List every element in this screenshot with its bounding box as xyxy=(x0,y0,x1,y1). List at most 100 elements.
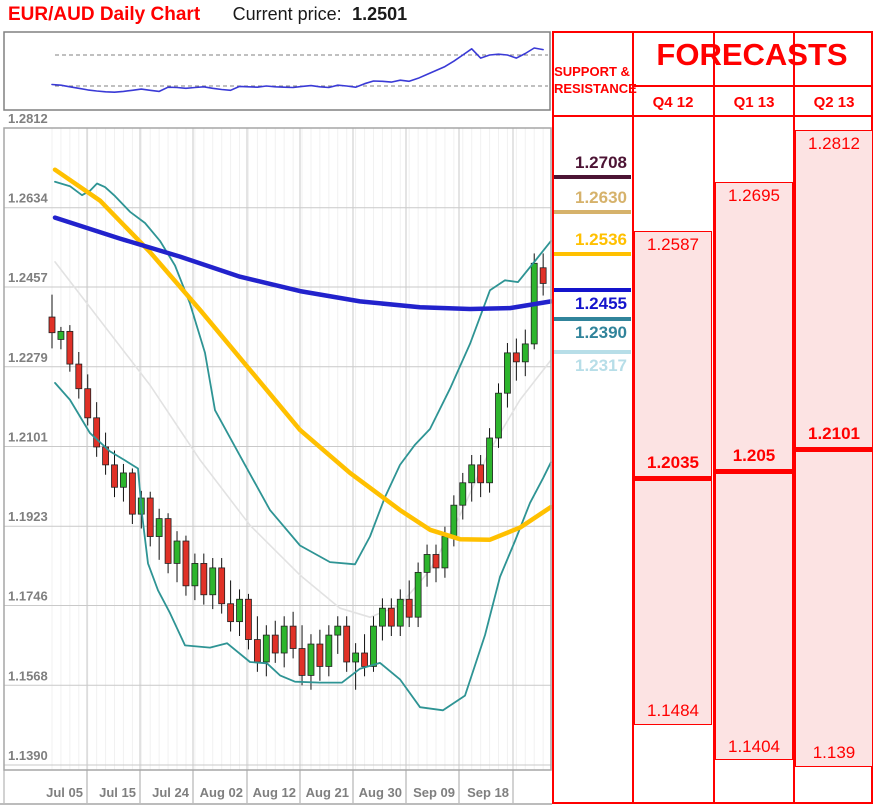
forecast-quarter-label: Q1 13 xyxy=(733,94,775,111)
x-axis-label: Aug 21 xyxy=(306,785,349,800)
ma-blue xyxy=(52,215,554,312)
y-axis-label: 1.1568 xyxy=(8,668,48,683)
candle-bearish xyxy=(75,363,83,390)
panel-divider xyxy=(554,115,873,117)
forecast-low-value: 1.139 xyxy=(812,743,856,762)
resistance-level-line xyxy=(554,175,631,179)
candle-bullish xyxy=(468,464,476,484)
ma-yellow xyxy=(52,167,554,542)
candle-bearish xyxy=(539,267,547,284)
candle-bullish xyxy=(307,643,315,676)
candle-bearish xyxy=(316,643,324,667)
forecast-table: SUPPORT & RESISTANCE FORECASTS Q4 12 Q1 1… xyxy=(552,31,873,804)
candle-bullish xyxy=(495,392,502,439)
panel-divider xyxy=(632,33,634,802)
resistance-level-value: 1.2536 xyxy=(575,230,627,249)
resistance-level-value: 1.2708 xyxy=(575,153,627,172)
x-axis-label: Aug 12 xyxy=(253,785,296,800)
x-axis-label: Jul 15 xyxy=(99,785,136,800)
candle-bearish xyxy=(298,648,306,676)
forecast-central-value: 1.2101 xyxy=(808,424,860,443)
y-axis-label: 1.1746 xyxy=(8,589,48,604)
forecast-high-value: 1.2587 xyxy=(647,235,699,254)
forecasts-title: FORECASTS xyxy=(656,37,848,72)
candle-bearish xyxy=(253,639,261,663)
forecast-central-line xyxy=(634,476,712,481)
resistance-level-value: 1.2630 xyxy=(575,188,627,207)
x-axis-label: Jul 24 xyxy=(152,785,190,800)
forecast-low-value: 1.1484 xyxy=(647,701,699,720)
candle-bearish xyxy=(477,464,485,484)
candle-bullish xyxy=(57,330,65,340)
resistance-level-line xyxy=(554,210,631,214)
forecast-quarter-label: Q2 13 xyxy=(813,94,855,111)
candle-bullish xyxy=(450,504,458,537)
candle-bearish xyxy=(227,603,235,623)
y-axis-label: 1.2457 xyxy=(8,270,48,285)
y-axis-label: 1.2812 xyxy=(8,111,48,126)
forecast-low-value: 1.1404 xyxy=(728,737,780,756)
x-axis-label: Sep 18 xyxy=(467,785,509,800)
candle-bullish xyxy=(521,343,529,363)
panel-divider xyxy=(793,33,795,802)
forecast-central-line xyxy=(715,469,793,474)
panel-divider xyxy=(713,33,715,802)
y-axis-label: 1.2279 xyxy=(8,350,48,365)
candle-bearish xyxy=(512,352,520,363)
header: EUR/AUD Daily Chart Current price: 1.250… xyxy=(8,4,407,30)
candle-bearish xyxy=(245,598,252,640)
candle-bullish xyxy=(414,571,422,618)
forecast-central-value: 1.205 xyxy=(732,446,776,465)
candle-bearish xyxy=(200,563,208,596)
forecast-quarter-label: Q4 12 xyxy=(652,94,694,111)
candle-bullish xyxy=(396,598,404,627)
candle-bearish xyxy=(271,634,279,654)
candle-bearish xyxy=(66,330,74,365)
ma-gray xyxy=(54,261,552,619)
candle-bullish xyxy=(236,598,243,623)
bollinger-upper xyxy=(54,180,552,566)
y-axis-label: 1.1390 xyxy=(8,748,48,763)
candle-bullish xyxy=(504,352,511,394)
forecast-central-line xyxy=(795,447,873,452)
candle-bearish xyxy=(164,518,172,564)
candle-bullish xyxy=(325,634,333,667)
candle-bullish xyxy=(441,536,449,569)
candle-bullish xyxy=(486,437,493,484)
candle-bearish xyxy=(405,598,413,618)
candle-bearish xyxy=(387,607,395,627)
candle-bullish xyxy=(370,625,377,667)
forecast-high-value: 1.2812 xyxy=(808,134,860,153)
candle-bullish xyxy=(352,652,360,663)
candle-bearish xyxy=(343,625,351,663)
x-axis-label: Sep 09 xyxy=(413,785,455,800)
candle-bearish xyxy=(93,417,101,448)
candle-bearish xyxy=(128,472,136,515)
candle-bullish xyxy=(280,625,288,654)
forecast-central-value: 1.2035 xyxy=(647,453,699,472)
candle-bearish xyxy=(111,464,118,488)
support-resistance-header: SUPPORT & RESISTANCE xyxy=(554,64,637,96)
support-level-line xyxy=(554,350,631,354)
candle-bearish xyxy=(432,554,440,569)
y-axis-label: 1.2101 xyxy=(8,430,48,445)
current-price-label: Current price: xyxy=(232,4,342,24)
candle-bullish xyxy=(209,567,217,596)
x-axis-label: Aug 30 xyxy=(359,785,402,800)
panel-divider xyxy=(632,85,873,87)
x-axis-label: Aug 02 xyxy=(200,785,243,800)
rsi-panel-border xyxy=(3,31,551,111)
candle-bearish xyxy=(218,567,226,605)
support-level-value: 1.2390 xyxy=(575,323,627,342)
candle-bullish xyxy=(262,634,270,663)
y-axis-label: 1.2634 xyxy=(8,191,49,206)
candle-bullish xyxy=(155,518,163,537)
y-axis-label: 1.1923 xyxy=(8,509,48,524)
rsi-line xyxy=(51,47,544,93)
resistance-level-line xyxy=(554,252,631,256)
bollinger-lower xyxy=(54,381,552,712)
candle-bearish xyxy=(289,625,297,649)
candle-bullish xyxy=(379,607,386,627)
